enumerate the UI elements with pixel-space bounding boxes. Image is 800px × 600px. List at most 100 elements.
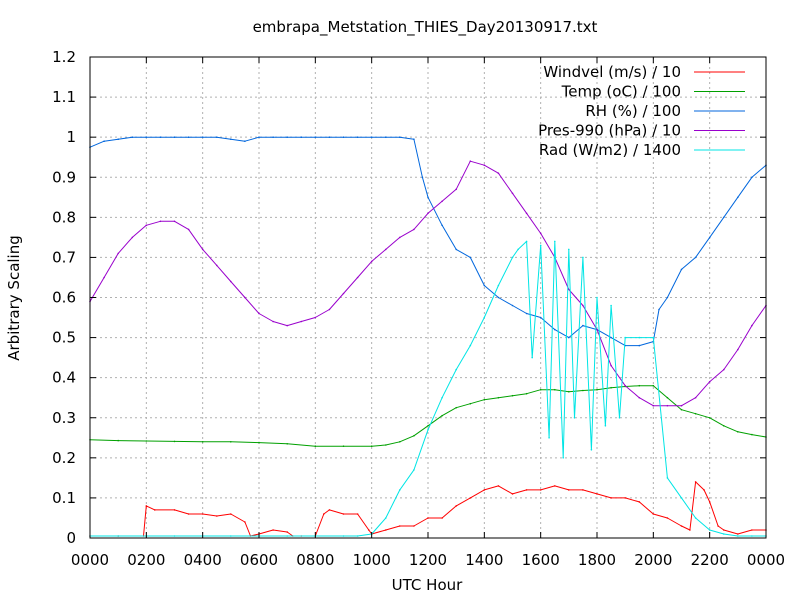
- x-tick-label: 2000: [634, 551, 672, 569]
- data-point: [469, 344, 472, 347]
- data-point: [469, 497, 472, 499]
- data-point: [610, 304, 612, 307]
- data-point: [483, 164, 486, 166]
- data-point: [370, 445, 373, 448]
- data-point: [173, 220, 176, 223]
- data-point: [286, 531, 289, 533]
- data-point: [145, 505, 148, 507]
- data-point: [596, 328, 598, 331]
- data-point: [159, 220, 162, 223]
- data-point: [441, 224, 443, 227]
- data-point: [230, 280, 232, 283]
- data-point: [680, 408, 683, 411]
- data-point: [201, 513, 204, 515]
- data-point: [582, 489, 584, 491]
- data-point: [145, 224, 148, 227]
- data-point: [666, 396, 669, 399]
- data-point: [525, 212, 528, 215]
- legend-label: RH (%) / 100: [585, 102, 681, 120]
- data-point: [638, 384, 641, 387]
- data-point: [187, 136, 190, 138]
- data-point: [737, 196, 739, 199]
- data-point: [751, 433, 753, 436]
- data-point: [427, 429, 429, 431]
- data-point: [244, 140, 246, 142]
- data-point: [680, 525, 683, 527]
- data-point: [385, 248, 387, 251]
- data-point: [385, 517, 387, 519]
- x-tick-label: 2200: [691, 551, 729, 569]
- data-point: [385, 136, 387, 138]
- data-point: [230, 535, 232, 537]
- data-point: [117, 138, 119, 140]
- data-point: [272, 320, 274, 323]
- data-point: [441, 414, 443, 417]
- data-point: [652, 404, 655, 407]
- data-point: [680, 268, 683, 271]
- data-point: [554, 240, 556, 243]
- data-point: [525, 240, 528, 243]
- data-point: [723, 533, 725, 535]
- data-point: [427, 425, 429, 427]
- data-point: [497, 396, 500, 399]
- data-point: [666, 404, 669, 407]
- x-tick-label: 0400: [184, 551, 222, 569]
- data-point: [323, 513, 325, 515]
- data-point: [441, 396, 443, 399]
- axis-ticks: 0 0.1 0.2 0.3 0.4 0.5 0.6 0.7 0.8 0.9 1 1.1 1.2 0000 0…: [52, 48, 785, 569]
- data-point: [159, 136, 162, 138]
- y-tick-label: 1.1: [52, 88, 76, 106]
- data-point: [497, 284, 500, 287]
- data-point: [666, 517, 669, 519]
- data-point: [385, 444, 387, 446]
- data-point: [356, 276, 359, 279]
- data-point: [539, 489, 542, 491]
- data-point: [258, 312, 260, 315]
- data-point: [441, 517, 443, 519]
- data-point: [201, 441, 204, 443]
- data-point: [596, 493, 598, 495]
- data-point: [117, 439, 119, 442]
- y-tick-label: 0.3: [52, 409, 76, 427]
- data-point: [201, 248, 204, 251]
- data-point: [737, 348, 739, 351]
- data-point: [342, 445, 345, 448]
- data-point: [145, 440, 148, 442]
- legend-label: Windvel (m/s) / 10: [543, 63, 681, 81]
- data-point: [737, 431, 739, 433]
- data-point: [356, 513, 359, 515]
- legend-label: Pres-990 (hPa) / 10: [538, 122, 681, 140]
- data-point: [328, 509, 331, 511]
- data-point: [708, 236, 711, 239]
- data-point: [680, 404, 683, 407]
- data-point: [525, 392, 528, 395]
- data-point: [723, 368, 725, 371]
- data-point: [511, 394, 514, 397]
- data-point: [618, 417, 621, 419]
- data-point: [511, 304, 514, 307]
- data-point: [483, 316, 486, 319]
- data-point: [624, 384, 626, 387]
- data-point: [216, 136, 218, 138]
- data-point: [173, 535, 176, 537]
- data-point: [624, 336, 626, 339]
- x-tick-label: 1000: [353, 551, 391, 569]
- data-point: [531, 356, 533, 359]
- data-point: [399, 136, 401, 138]
- data-point: [680, 497, 683, 499]
- data-point: [638, 501, 641, 503]
- x-tick-label: 1800: [578, 551, 616, 569]
- x-tick-label: 0800: [296, 551, 334, 569]
- data-point: [173, 440, 176, 443]
- data-point: [483, 398, 486, 401]
- data-point: [300, 136, 303, 138]
- data-point: [230, 138, 232, 140]
- data-point: [708, 380, 711, 383]
- data-point: [610, 364, 612, 367]
- data-point: [525, 312, 528, 315]
- data-point: [413, 138, 415, 140]
- data-point: [216, 264, 218, 267]
- data-point: [216, 515, 218, 517]
- x-tick-label: 1200: [409, 551, 447, 569]
